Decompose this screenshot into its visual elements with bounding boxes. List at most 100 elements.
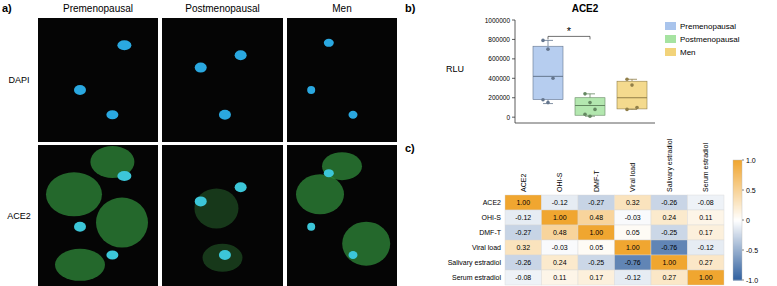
data-point bbox=[625, 108, 629, 112]
heatmap-cell bbox=[688, 225, 725, 240]
cell-label: -0.76 bbox=[661, 244, 677, 251]
cell-label: -0.03 bbox=[552, 244, 568, 251]
cell-label: -0.03 bbox=[625, 214, 641, 221]
cell-label: 1.00 bbox=[589, 229, 603, 236]
cell-stain bbox=[342, 222, 390, 266]
nucleus bbox=[219, 110, 231, 120]
cell-label: -0.27 bbox=[588, 199, 604, 206]
cell-label: -0.25 bbox=[661, 229, 677, 236]
micrograph bbox=[38, 145, 158, 286]
heatmap-cell bbox=[651, 255, 688, 270]
legend-label: Men bbox=[680, 48, 696, 57]
heatmap-cell bbox=[688, 255, 725, 270]
micrograph-background bbox=[162, 145, 283, 286]
cell-label: 1.00 bbox=[516, 199, 530, 206]
colorbar-tick bbox=[742, 160, 744, 161]
heatmap-cell bbox=[542, 195, 579, 210]
data-point bbox=[588, 114, 592, 118]
box bbox=[575, 98, 605, 115]
y-axis bbox=[515, 20, 516, 123]
heatmap-cell bbox=[615, 255, 652, 270]
heatmap-cell bbox=[651, 270, 688, 285]
row-header: DAPI bbox=[8, 75, 29, 85]
column-label: OHI-S bbox=[556, 172, 563, 192]
cell-label: 0.05 bbox=[589, 244, 603, 251]
colorbar-label: 0.5 bbox=[746, 187, 756, 194]
legend-label: Premenopausal bbox=[680, 22, 736, 31]
colorbar-tick bbox=[742, 190, 744, 191]
colorbar-frame bbox=[733, 160, 742, 280]
column-label: Salivary estradiol bbox=[666, 138, 674, 192]
box bbox=[533, 46, 563, 99]
row-label: Serum estradiol bbox=[452, 274, 501, 281]
heatmap-cell bbox=[505, 195, 542, 210]
cell-stain bbox=[203, 244, 243, 272]
tick-label: 0 bbox=[506, 114, 510, 121]
nucleus bbox=[235, 50, 247, 60]
cell-label: 0.05 bbox=[626, 229, 640, 236]
x-axis bbox=[515, 123, 655, 124]
column-label: Viral load bbox=[629, 163, 636, 192]
cell-label: -0.12 bbox=[515, 214, 531, 221]
cell-label: 0.32 bbox=[626, 199, 640, 206]
row-label: Salivary estradiol bbox=[448, 259, 502, 267]
axis-label: RLU bbox=[446, 64, 464, 74]
data-point bbox=[625, 77, 629, 81]
tick bbox=[512, 97, 515, 98]
tick bbox=[512, 39, 515, 40]
plot-area bbox=[533, 39, 647, 118]
micrograph bbox=[162, 145, 283, 286]
panel-label: c) bbox=[405, 142, 415, 154]
data-point bbox=[541, 39, 545, 43]
heatmap-cell bbox=[688, 210, 725, 225]
column-header: Postmenopausal bbox=[185, 3, 260, 14]
heatmap-cell bbox=[688, 195, 725, 210]
tick bbox=[512, 78, 515, 79]
heatmap-cell bbox=[615, 195, 652, 210]
cell-label: -0.27 bbox=[515, 229, 531, 236]
nucleus bbox=[307, 223, 315, 231]
nucleus bbox=[219, 250, 231, 260]
nucleus bbox=[106, 110, 118, 119]
legend-swatch bbox=[665, 48, 676, 56]
cell-label: -0.08 bbox=[515, 274, 531, 281]
data-point bbox=[541, 98, 545, 102]
tick bbox=[512, 117, 515, 118]
cell-label: 0.17 bbox=[589, 274, 603, 281]
annotation: * bbox=[567, 25, 572, 37]
cell-label: 0.24 bbox=[662, 214, 676, 221]
cell-label: 0.27 bbox=[699, 259, 713, 266]
cell-stain bbox=[322, 152, 362, 180]
micrograph bbox=[287, 145, 397, 286]
data-point bbox=[593, 108, 597, 112]
nucleus bbox=[74, 222, 86, 232]
whisker bbox=[548, 40, 549, 46]
cell-label: 0.11 bbox=[699, 214, 712, 221]
micrograph-background bbox=[38, 18, 158, 142]
data-point bbox=[588, 101, 592, 105]
tick bbox=[512, 58, 515, 59]
median bbox=[533, 76, 563, 77]
micrograph bbox=[38, 18, 158, 142]
heatmap-cell bbox=[651, 210, 688, 225]
heatmap-cell bbox=[615, 210, 652, 225]
row-label: Viral load bbox=[472, 244, 501, 251]
heatmap-cell bbox=[505, 225, 542, 240]
legend-swatch bbox=[665, 35, 676, 43]
tick-label: 1000000 bbox=[485, 17, 511, 24]
median bbox=[575, 105, 605, 106]
micrograph-background bbox=[287, 145, 397, 286]
cell-label: 0.48 bbox=[589, 214, 603, 221]
panel-label: b) bbox=[405, 2, 416, 14]
tick bbox=[512, 20, 515, 21]
cell-stain bbox=[194, 188, 238, 228]
cell-label: 1.00 bbox=[662, 259, 676, 266]
tick-label: 800000 bbox=[488, 36, 510, 43]
heatmap-cell bbox=[578, 210, 615, 225]
nucleus bbox=[195, 196, 207, 206]
data-point bbox=[635, 106, 639, 110]
colorbar-label: -0.5 bbox=[746, 247, 758, 254]
colorbar-tick bbox=[742, 280, 744, 281]
figure: a)PremenopausalPostmenopausalMenDAPIACE2… bbox=[0, 0, 777, 286]
colorbar-tick bbox=[742, 250, 744, 251]
